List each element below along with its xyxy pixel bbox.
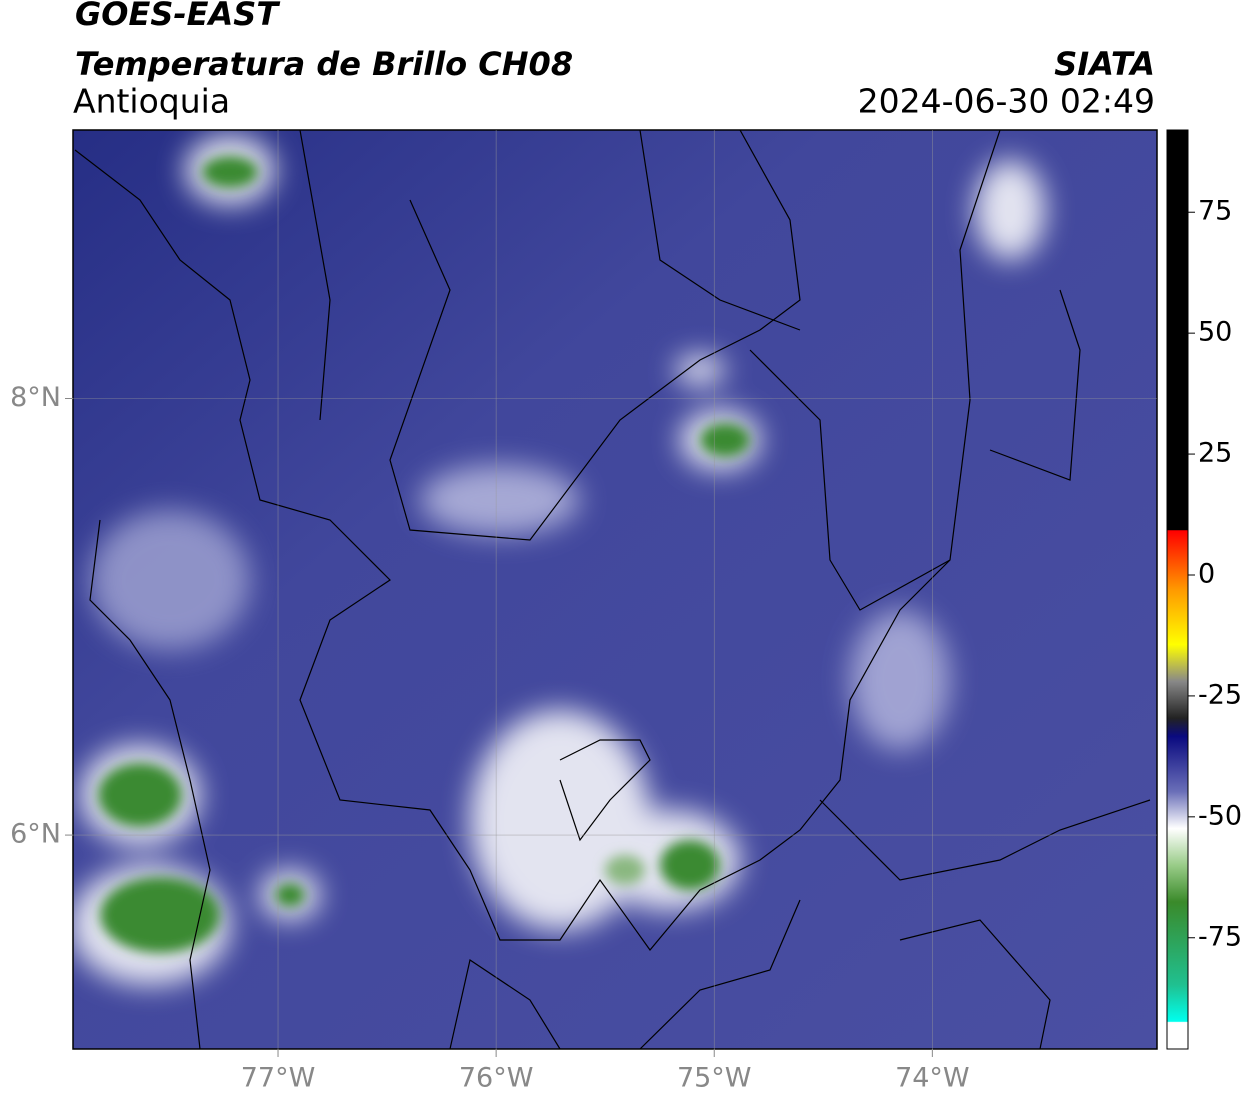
x-tick-label: 77°W: [241, 1063, 316, 1094]
y-tick-label: 6°N: [10, 819, 61, 850]
x-tick-label: 75°W: [677, 1063, 752, 1094]
map-image: [73, 130, 1157, 1049]
region: Antioquia: [73, 82, 230, 121]
datetime: 2024-06-30 02:49: [858, 82, 1155, 121]
subtitle: Temperatura de Brillo CH08: [75, 45, 573, 83]
x-tick-label: 76°W: [459, 1063, 534, 1094]
source: SIATA: [1054, 45, 1155, 83]
colorbar-tick-label: -75: [1198, 921, 1242, 952]
colorbar-tick-label: 75: [1198, 196, 1232, 227]
colorbar: [1166, 129, 1189, 1050]
y-tick-label: 8°N: [10, 382, 61, 413]
colorbar-tick-label: 0: [1198, 558, 1215, 589]
title: GOES-EAST: [75, 0, 280, 33]
x-tick-label: 74°W: [895, 1063, 970, 1094]
colorbar-tick-label: 25: [1198, 438, 1232, 469]
colorbar-tick-label: -50: [1198, 800, 1242, 831]
colorbar-tick-label: 50: [1198, 317, 1232, 348]
map-frame: [72, 129, 1158, 1050]
colorbar-tick-label: -25: [1198, 679, 1242, 710]
